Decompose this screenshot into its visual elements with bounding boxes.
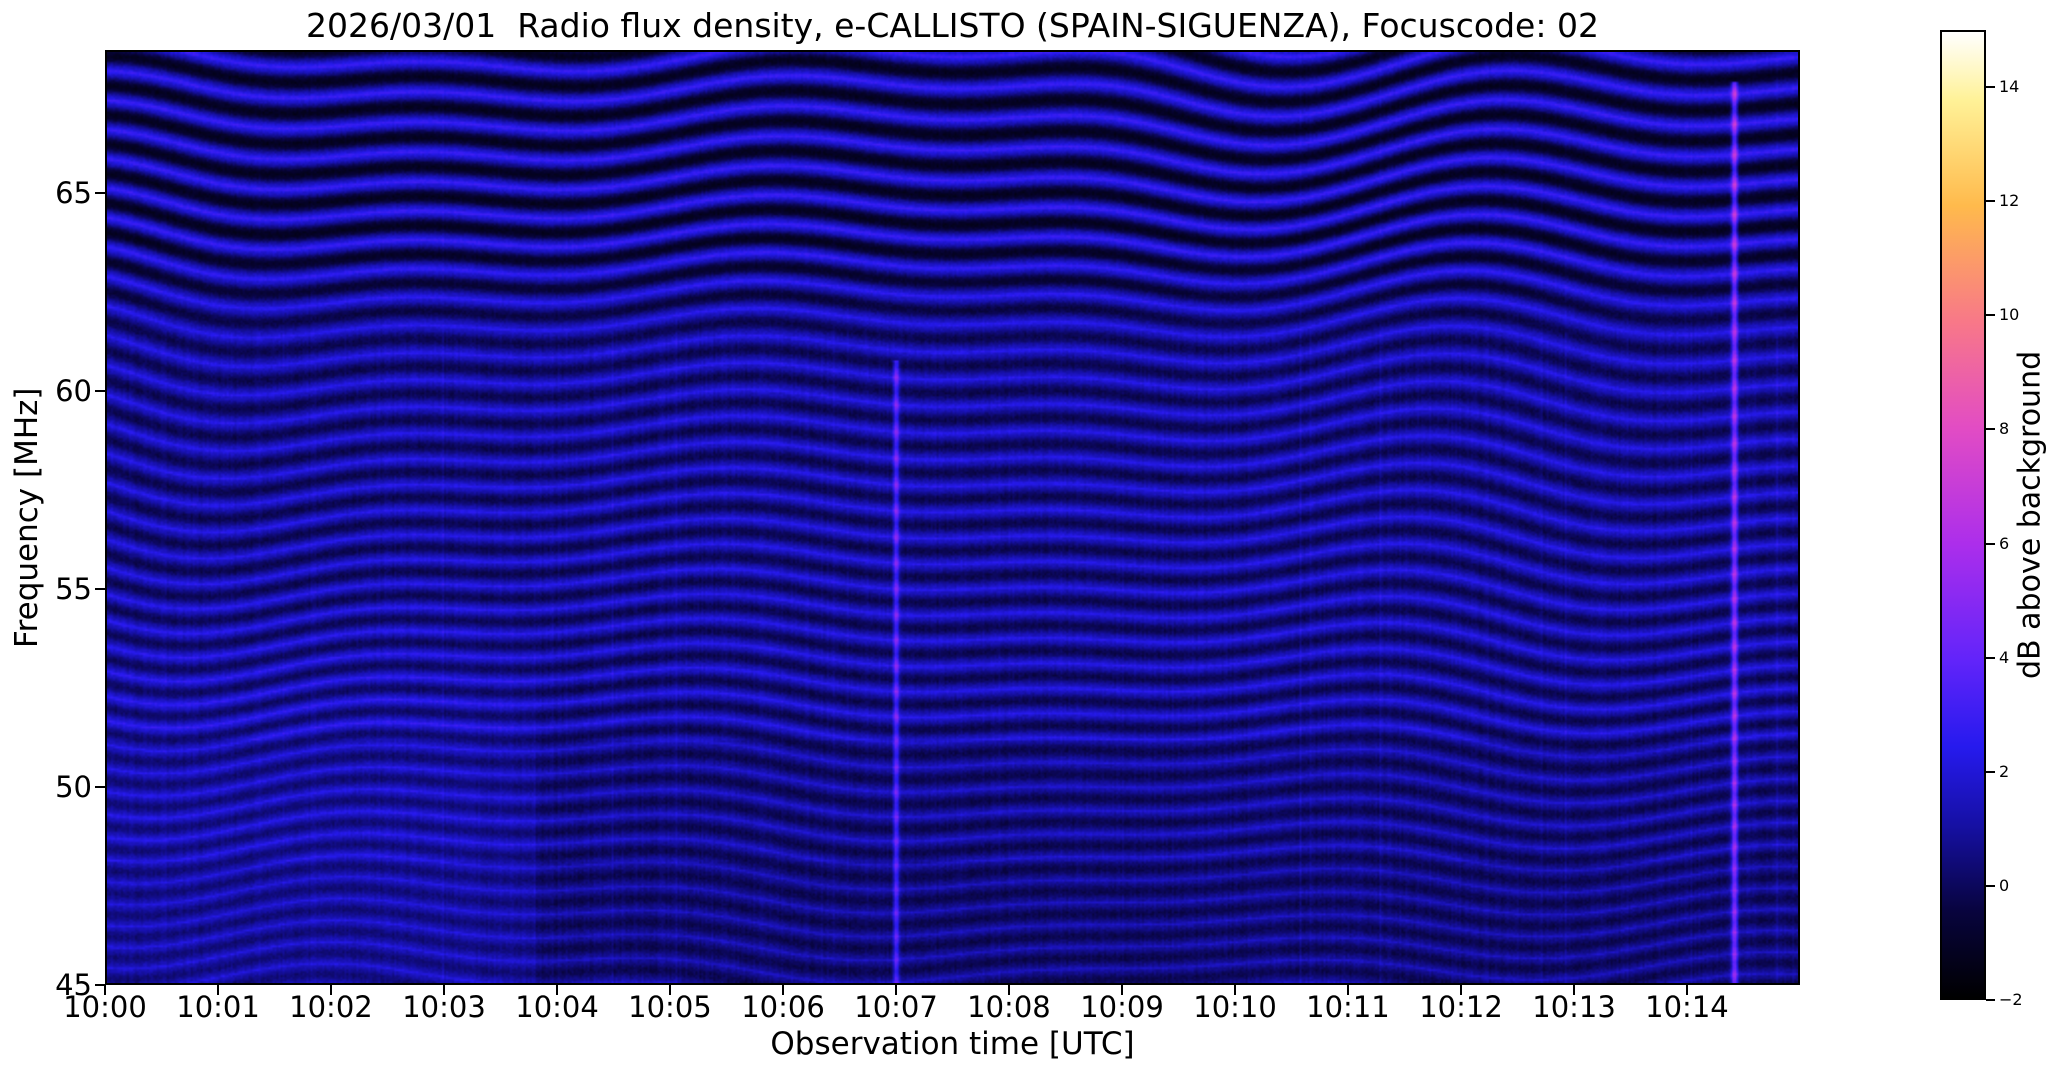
figure-root: 2026/03/01 Radio flux density, e-CALLIST… [0,0,2047,1067]
x-tick-label: 10:09 [1080,990,1164,1024]
x-tick-label: 10:06 [741,990,825,1024]
colorbar-tick-mark [1986,543,1995,545]
x-axis-label: Observation time [UTC] [105,1026,1800,1062]
colorbar-tick-mark [1986,999,1995,1001]
y-tick-mark [95,192,105,194]
chart-title: 2026/03/01 Radio flux density, e-CALLIST… [105,6,1800,45]
x-tick-label: 10:08 [967,990,1051,1024]
colorbar-tick-label: 4 [1999,649,2009,667]
colorbar-label: dB above background [2013,30,2047,1000]
y-tick-mark [95,786,105,788]
y-tick-label: 50 [28,770,92,804]
x-tick-label: 10:01 [176,990,260,1024]
x-tick-label: 10:13 [1532,990,1616,1024]
x-tick-label: 10:11 [1306,990,1390,1024]
x-tick-label: 10:07 [854,990,938,1024]
y-tick-label: 65 [28,176,92,210]
y-tick-mark [95,984,105,986]
x-tick-label: 10:05 [628,990,712,1024]
x-tick-label: 10:02 [289,990,373,1024]
colorbar-tick-mark [1986,428,1995,430]
colorbar-tick-mark [1986,885,1995,887]
y-tick-label: 60 [28,374,92,408]
plot-area [105,50,1800,985]
spectrogram-canvas [107,52,1798,983]
x-tick-label: 10:03 [402,990,486,1024]
colorbar-tick-mark [1986,771,1995,773]
colorbar-tick-mark [1986,200,1995,202]
colorbar-tick-label: 8 [1999,420,2009,438]
y-tick-mark [95,588,105,590]
colorbar-tick-label: 6 [1999,535,2009,553]
colorbar-tick-mark [1986,86,1995,88]
x-tick-label: 10:04 [515,990,599,1024]
colorbar-tick-label: 0 [1999,877,2009,895]
x-tick-label: 10:10 [1193,990,1277,1024]
x-tick-label: 10:12 [1419,990,1503,1024]
colorbar-tick-mark [1986,657,1995,659]
y-tick-mark [95,390,105,392]
colorbar-tick-label: 2 [1999,763,2009,781]
colorbar-tick-mark [1986,314,1995,316]
x-tick-label: 10:14 [1645,990,1729,1024]
y-tick-label: 55 [28,572,92,606]
y-tick-label: 45 [28,968,92,1002]
colorbar-gradient [1942,32,1984,998]
colorbar [1940,30,1986,1000]
